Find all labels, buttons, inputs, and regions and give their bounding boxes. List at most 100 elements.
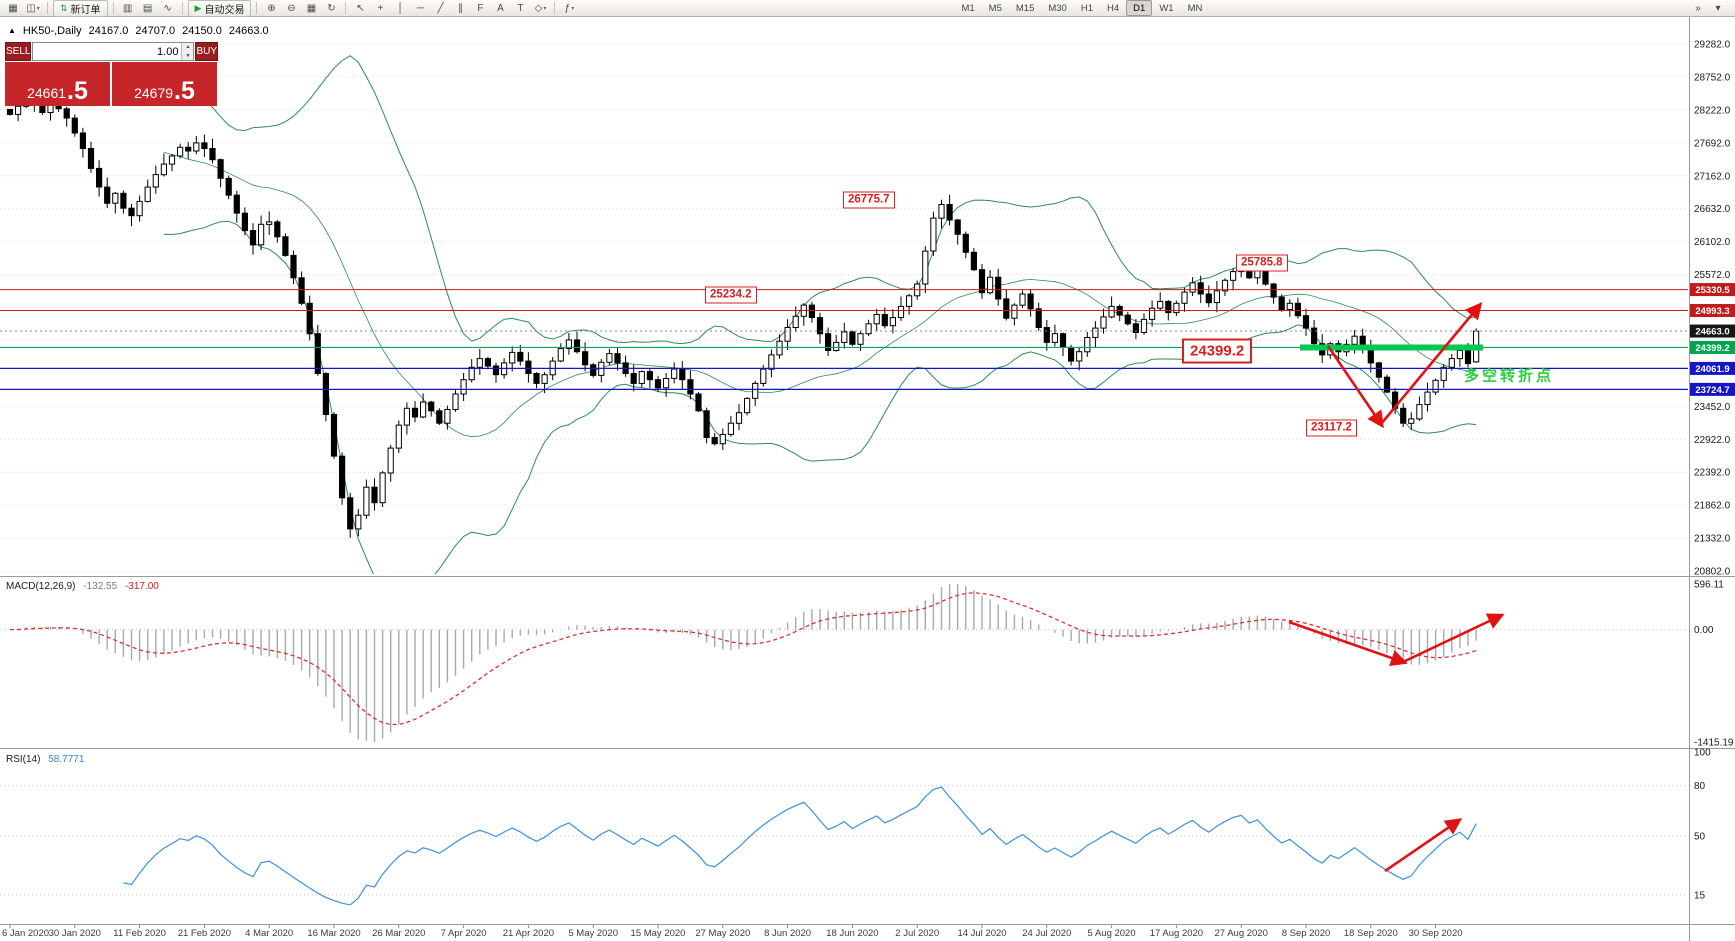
- chart-candles-icon[interactable]: ▤: [142, 2, 153, 14]
- price-callout[interactable]: 23117.2: [1306, 419, 1357, 437]
- timeframe-m5[interactable]: M5: [988, 2, 1002, 14]
- sell-button[interactable]: SELL: [5, 42, 32, 61]
- timeframe-mn[interactable]: MN: [1187, 2, 1203, 14]
- macd-axis-label: -1415.19: [1694, 738, 1734, 749]
- timeframe-m30[interactable]: M30: [1048, 2, 1067, 14]
- vertical-line-icon[interactable]: │: [397, 2, 404, 14]
- buy-price-button[interactable]: 24679 .5: [112, 62, 217, 106]
- timeframe-m15[interactable]: M15: [1015, 2, 1035, 14]
- new-order-button-icon: ⇅: [60, 2, 68, 13]
- zoom-out-icon[interactable]: ⊖: [287, 2, 296, 14]
- caret-down-icon: ▾: [543, 5, 547, 12]
- timeframe-h4[interactable]: H4: [1107, 2, 1120, 14]
- chart-line-icon[interactable]: ∿: [163, 2, 172, 14]
- date-tick-label: 18 Sep 2020: [1344, 928, 1398, 939]
- toolbar-overflow-icon[interactable]: »: [1695, 2, 1701, 14]
- rsi-axis-label: 50: [1694, 832, 1706, 843]
- price-tick-label: 27162.0: [1694, 171, 1731, 182]
- autotrading-button[interactable]: ▶ 自动交易: [187, 0, 252, 17]
- price-tag-label: 24663.0: [1695, 327, 1729, 338]
- toolbar-right-group: » ▾: [1688, 0, 1728, 17]
- volume-spinner: ▲ ▼: [181, 43, 194, 60]
- rsi-indicator-label: RSI(14) 58.7771: [6, 754, 84, 765]
- timeframe-group: M1 M5 M15 M30 H1 H4 D1 W1 MN: [954, 0, 1209, 16]
- price-tick-label: 25572.0: [1694, 270, 1731, 281]
- toolbar-customize-icon[interactable]: ▾: [1715, 2, 1721, 14]
- buy-button[interactable]: BUY: [195, 42, 219, 61]
- date-tick-label: 8 Sep 2020: [1282, 928, 1331, 939]
- tile-windows-icon[interactable]: ▦: [306, 2, 317, 14]
- price-tag[interactable]: [1690, 361, 1735, 375]
- date-tick-label: 18 Jun 2020: [826, 928, 878, 939]
- trend-arrow[interactable]: [1326, 345, 1384, 429]
- caret-down-icon: ▾: [36, 5, 40, 12]
- text-icon[interactable]: A: [497, 2, 504, 14]
- volume-increase-icon[interactable]: ▲: [182, 43, 194, 52]
- price-tag-label: 25330.5: [1695, 285, 1730, 296]
- fibonacci-icon[interactable]: F: [477, 2, 484, 14]
- date-tick-label: 5 Aug 2020: [1088, 928, 1136, 939]
- date-tick-label: 15 May 2020: [631, 928, 686, 939]
- volume-input[interactable]: [33, 43, 182, 60]
- zoom-in-icon[interactable]: ⊕: [267, 2, 276, 14]
- price-callout[interactable]: 24399.2: [1182, 338, 1253, 364]
- sell-price-button[interactable]: 24661 .5: [5, 62, 110, 106]
- new-chart-icon[interactable]: ▦: [8, 2, 18, 14]
- toolbar-group: ▦ ◫ ▾: [3, 0, 43, 17]
- new-order-button[interactable]: ⇅ 新订单: [53, 0, 108, 17]
- date-tick-label: 16 Mar 2020: [307, 928, 360, 939]
- price-tick-label: 22392.0: [1694, 468, 1731, 479]
- price-tag[interactable]: [1690, 283, 1735, 297]
- timeframe-h1[interactable]: H1: [1080, 2, 1093, 14]
- label-icon[interactable]: T: [517, 2, 524, 14]
- trend-arrow[interactable]: [1384, 818, 1463, 873]
- refresh-icon[interactable]: ↻: [327, 2, 336, 14]
- price-callout[interactable]: 25234.2: [705, 286, 757, 304]
- toolbar-group: ⇅ 新订单: [52, 0, 109, 17]
- cursor-icon[interactable]: ↖: [356, 2, 365, 14]
- macd-indicator-label: MACD(12,26,9) -132.55 -317.00: [6, 581, 159, 592]
- macd-histogram: [17, 584, 1477, 742]
- timeframe-m1[interactable]: M1: [961, 2, 975, 14]
- sell-price-main: 24661: [27, 84, 67, 101]
- toolbar: ▦ ◫ ▾ ⇅ 新订单 ▥ ▤ ∿ ▶ 自动交易 ⊕ ⊖ ▦ ↻ ↖ + │ ─ ╱ ∥ F A T ◇ ▾ ƒ ▾ M1 M5 M15 M…: [0, 0, 1735, 17]
- autotrading-button-icon: ▶: [194, 2, 202, 13]
- date-tick-label: 27 May 2020: [695, 928, 750, 939]
- price-callout[interactable]: 25785.8: [1236, 254, 1288, 272]
- indicators-icon[interactable]: ƒ ▾: [564, 2, 575, 14]
- macd-axis-label: 596.11: [1694, 580, 1724, 591]
- macd-axis-label: 0.00: [1694, 625, 1714, 636]
- price-callout[interactable]: 26775.7: [843, 191, 895, 209]
- price-tag[interactable]: [1690, 340, 1735, 354]
- price-tick-label: 23452.0: [1694, 402, 1731, 413]
- date-tick-label: 21 Feb 2020: [178, 928, 231, 939]
- chart-bars-icon[interactable]: ▥: [122, 2, 133, 14]
- trend-arrow[interactable]: [1379, 302, 1483, 425]
- date-tick-label: 5 May 2020: [568, 928, 618, 939]
- timeframe-d1[interactable]: D1: [1126, 0, 1153, 16]
- channel-icon[interactable]: ∥: [457, 2, 463, 14]
- rsi-axis-label: 80: [1694, 781, 1706, 792]
- volume-box: ▲ ▼: [32, 42, 195, 61]
- turning-point-note[interactable]: 多空转折点: [1464, 367, 1555, 385]
- price-tag[interactable]: [1690, 304, 1735, 318]
- trend-arrow[interactable]: [1402, 613, 1505, 664]
- horizontal-line-icon[interactable]: ─: [416, 2, 425, 14]
- trend-arrow[interactable]: [1288, 620, 1408, 667]
- volume-decrease-icon[interactable]: ▼: [182, 51, 194, 60]
- crosshair-icon[interactable]: +: [377, 2, 384, 14]
- trendline-icon[interactable]: ╱: [437, 2, 444, 14]
- price-tag[interactable]: [1690, 324, 1735, 338]
- timeframe-w1[interactable]: W1: [1159, 2, 1174, 14]
- macd-value-signal: -317.00: [124, 581, 159, 592]
- toolbar-group: ⊕ ⊖ ▦ ↻: [261, 0, 341, 17]
- price-tag[interactable]: [1690, 382, 1735, 396]
- profiles-icon[interactable]: ◫ ▾: [26, 2, 40, 14]
- date-tick-label: 11 Feb 2020: [113, 928, 166, 939]
- trend-arrows[interactable]: [1288, 302, 1505, 873]
- price-tick-label: 28752.0: [1694, 72, 1731, 83]
- date-tick-label: 6 Jan 2020: [2, 928, 49, 939]
- date-tick-label: 14 Jul 2020: [957, 928, 1006, 939]
- shapes-icon[interactable]: ◇ ▾: [534, 2, 547, 14]
